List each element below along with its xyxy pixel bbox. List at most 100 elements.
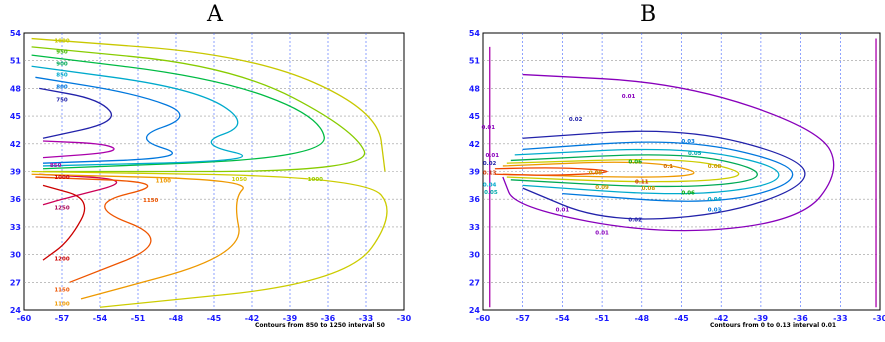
- contour-footnote: Contours from 0 to 0.13 interval 0.01: [710, 322, 836, 329]
- contour-label: 0.09: [589, 170, 603, 176]
- contour-label: 0.03: [681, 139, 695, 145]
- x-tick-label: -48: [169, 314, 184, 323]
- contour-label: 0.01: [556, 207, 570, 213]
- contour-label: 0.08: [642, 186, 656, 192]
- contour-label: 0.09: [595, 185, 609, 191]
- contour-line: [35, 176, 152, 283]
- contour-label: 0.06: [681, 191, 695, 197]
- contour-label: 900: [56, 61, 68, 67]
- y-tick-label: 36: [469, 195, 481, 204]
- x-tick-label: -45: [207, 314, 222, 323]
- contour-label: 0.1: [663, 164, 673, 170]
- x-tick-label: -39: [283, 314, 298, 323]
- y-tick-label: 51: [10, 57, 22, 66]
- contour-label: 1000: [308, 177, 323, 183]
- contour-label: 1150: [54, 288, 69, 294]
- x-tick-label: -42: [245, 314, 259, 323]
- y-tick-label: 36: [10, 195, 22, 204]
- y-tick-label: 24: [10, 306, 22, 315]
- contour-label: 0.01: [595, 230, 609, 236]
- contour-label: 0.02: [569, 117, 583, 123]
- x-tick-label: -48: [635, 314, 650, 323]
- y-tick-label: 54: [10, 29, 22, 38]
- contour-line: [31, 37, 386, 172]
- y-tick-label: 24: [469, 306, 481, 315]
- y-tick-label: 33: [10, 223, 21, 232]
- contour-line: [35, 76, 181, 164]
- contour-line: [502, 73, 835, 232]
- x-tick-label: -36: [321, 314, 336, 323]
- contour-label: 750: [56, 97, 68, 103]
- contour-label: 800: [56, 85, 68, 91]
- contour-line: [31, 54, 325, 170]
- contour-line: [522, 130, 806, 220]
- x-tick-label: -60: [17, 314, 32, 323]
- x-tick-label: -30: [873, 314, 885, 323]
- y-tick-label: 30: [469, 251, 481, 260]
- y-tick-label: 39: [469, 168, 481, 177]
- contour-label: 950: [56, 49, 68, 55]
- x-tick-label: -60: [476, 314, 491, 323]
- x-tick-label: -57: [55, 314, 69, 323]
- panel-b-title: B: [640, 2, 657, 27]
- contour-label: 1100: [54, 302, 69, 308]
- contour-label: 850: [56, 73, 68, 79]
- y-tick-label: 51: [469, 57, 481, 66]
- contour-label: 0.04: [708, 197, 722, 203]
- panel-a: -60 -57 -54 -51 -48 -45 -42 -39 -36 -33 -30 24 27 30 3…: [10, 29, 412, 329]
- contour-label: 0.04: [483, 182, 497, 188]
- y-tick-label: 30: [10, 251, 22, 260]
- contour-line: [502, 161, 695, 178]
- contour-label: 1250: [54, 206, 69, 212]
- contour-line: [510, 154, 758, 188]
- panel-a-title: A: [207, 2, 223, 27]
- contour-label: 0.05: [688, 151, 702, 157]
- contour-line: [42, 184, 86, 261]
- contour-line: [42, 140, 115, 159]
- panel-b: -60 -57 -54 -51 -48 -45 -42 -39 -36 -33 -30 24 27 30 3…: [469, 29, 885, 329]
- x-tick-label: -36: [793, 314, 808, 323]
- contour-label: 850: [50, 163, 62, 169]
- contour-footnote: Contours from 850 to 1250 interval 50: [255, 322, 385, 329]
- y-tick-label: 42: [469, 140, 480, 149]
- contour-label: 1150: [143, 198, 158, 204]
- contour-label: 0.08: [708, 164, 722, 170]
- contour-line: [494, 167, 608, 176]
- contour-label: 1200: [54, 256, 69, 262]
- contour-label: 1000: [54, 38, 69, 44]
- contour-label: 0.01: [482, 125, 496, 131]
- contour-line: [31, 65, 244, 167]
- contour-label: 0.06: [628, 159, 642, 165]
- x-tick-label: -57: [515, 314, 529, 323]
- x-tick-label: -51: [595, 314, 610, 323]
- contour-label: 0.02: [483, 161, 497, 167]
- contour-line: [514, 148, 780, 195]
- contour-label: 0.11: [635, 180, 649, 186]
- y-tick-label: 45: [469, 112, 481, 121]
- y-tick-label: 39: [10, 168, 22, 177]
- contour-label: 1000: [54, 175, 69, 181]
- contour-line: [31, 173, 244, 300]
- x-tick-label: -42: [714, 314, 728, 323]
- y-tick-label: 45: [10, 112, 22, 121]
- contour-label: 0.02: [628, 218, 642, 224]
- x-tick-label: -54: [555, 314, 570, 323]
- contour-label: 0.13: [483, 170, 497, 176]
- contour-line: [522, 141, 794, 202]
- contour-line: [506, 158, 740, 183]
- contour-line: [31, 170, 388, 308]
- x-tick-label: -30: [397, 314, 412, 323]
- x-tick-label: -51: [131, 314, 146, 323]
- y-tick-label: 54: [469, 29, 481, 38]
- contour-label: 1100: [156, 179, 171, 185]
- contour-label: 0.01: [485, 153, 499, 159]
- x-tick-label: -33: [359, 314, 373, 323]
- contour-label: 0.05: [484, 190, 498, 196]
- y-tick-label: 27: [469, 278, 480, 287]
- y-tick-label: 27: [10, 278, 21, 287]
- contour-label: 1050: [232, 177, 247, 183]
- x-tick-label: -54: [93, 314, 108, 323]
- x-tick-label: -45: [674, 314, 689, 323]
- contour-line: [39, 87, 112, 139]
